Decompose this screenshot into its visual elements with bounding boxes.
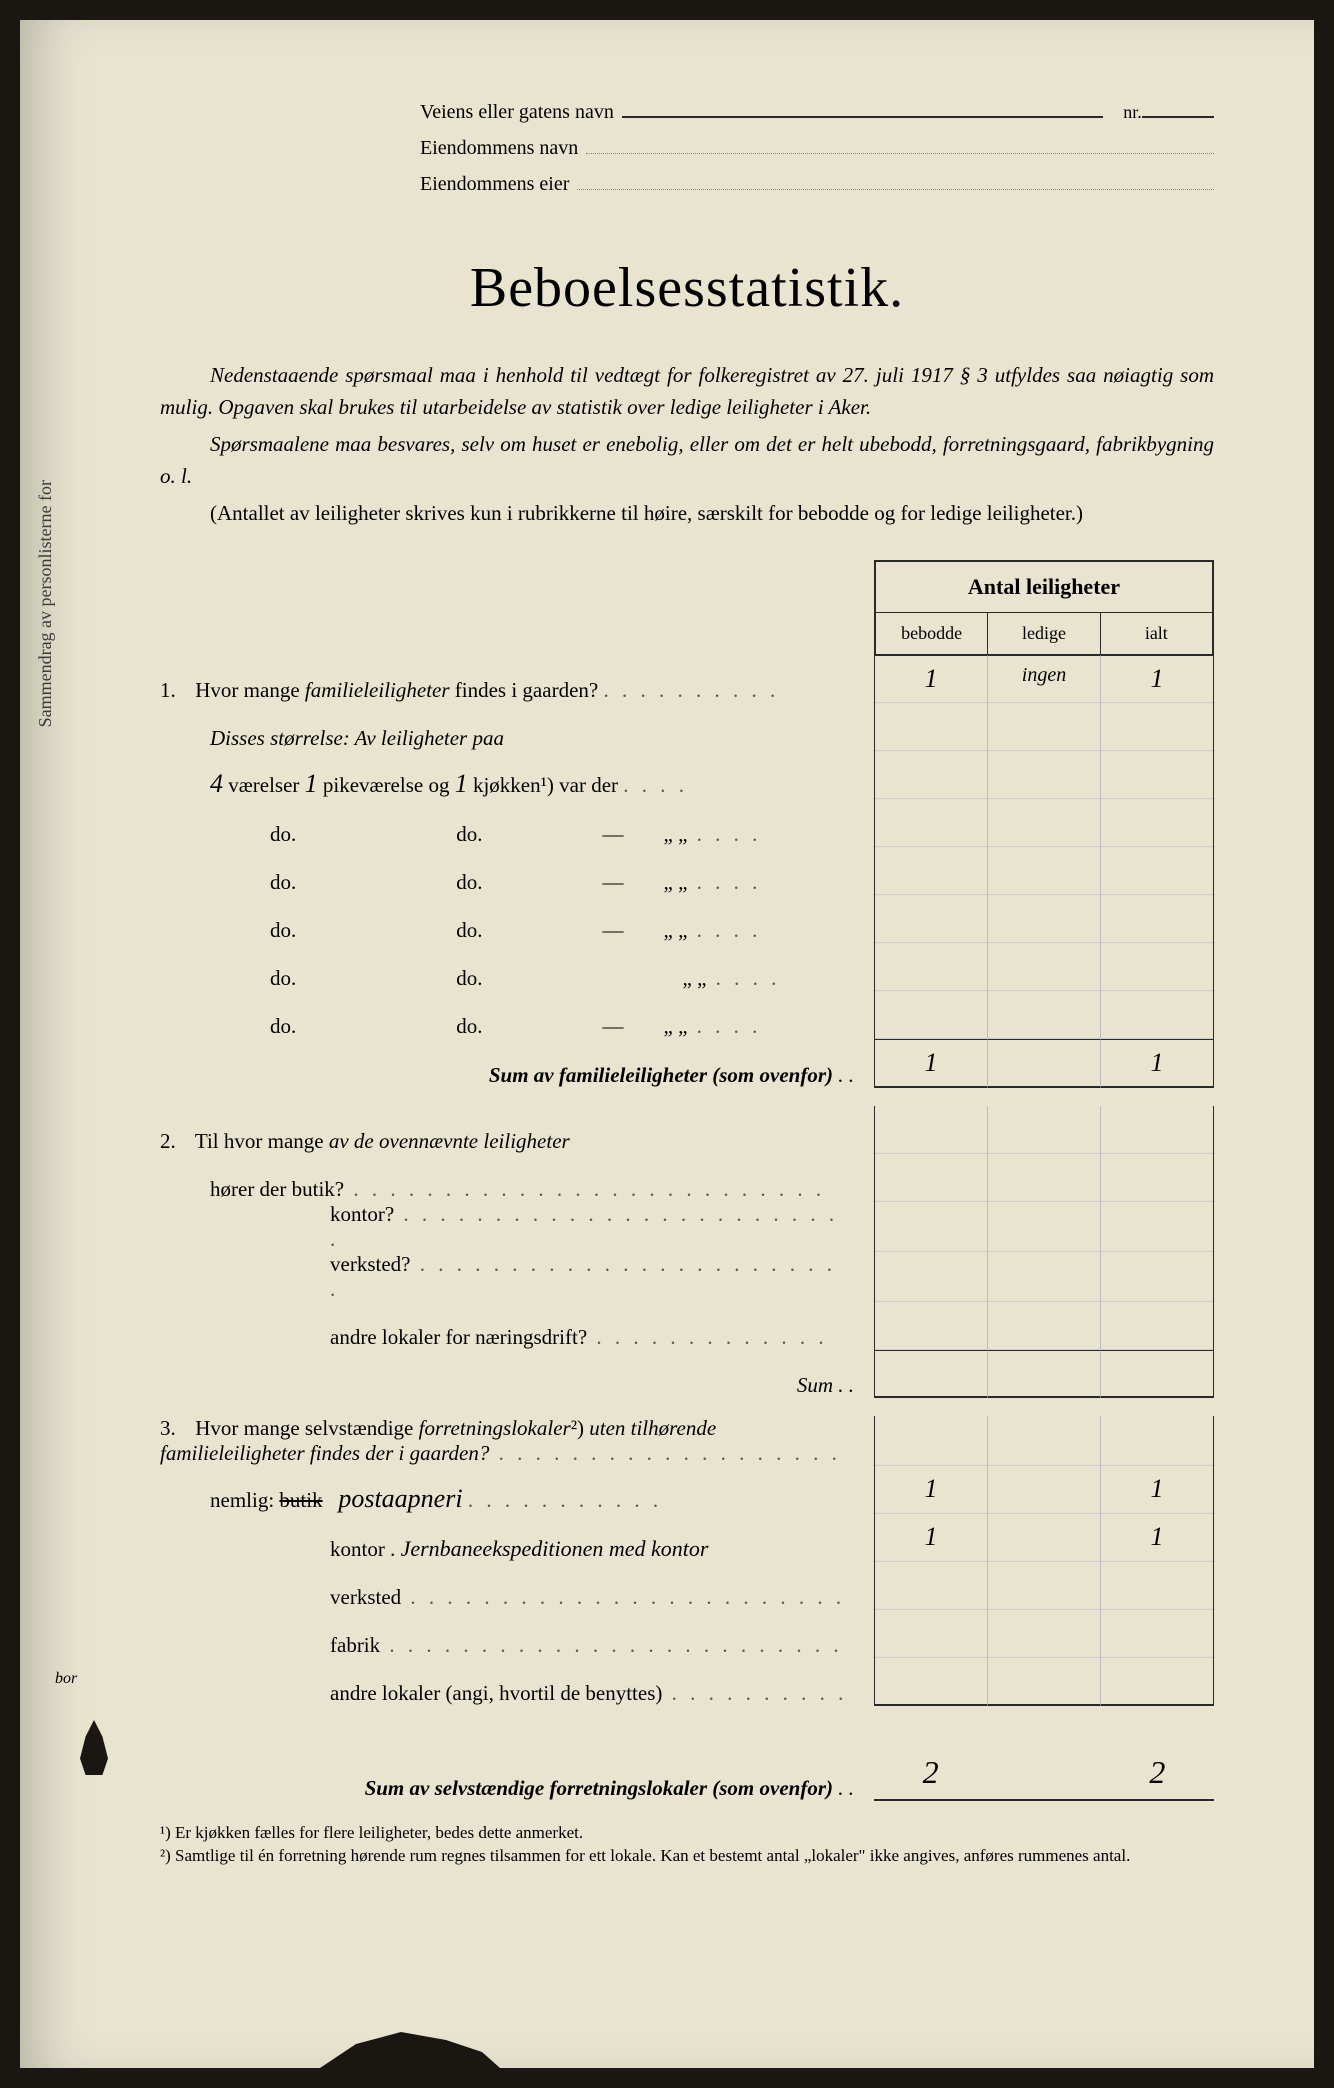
quote-5: „ „ (664, 1014, 688, 1038)
table-header-box: Antal leiligheter bebodde ledige ialt (874, 560, 1214, 655)
q1-ledige: ingen (988, 655, 1101, 703)
do-3b: do. (456, 918, 482, 942)
q2-verksted: verksted? (330, 1252, 410, 1276)
q1-sum-ialt: 1 (1101, 1039, 1213, 1088)
q1-text: Hvor mange familieleiligheter findes i g… (195, 678, 779, 702)
q3-andre: andre lokaler (angi, hvortil de benyttes… (330, 1681, 662, 1705)
intro-p3: (Antallet av leiligheter skrives kun i r… (160, 498, 1214, 530)
header-nr-label: nr. (1123, 102, 1142, 123)
header-owner-label: Eiendommens eier (420, 173, 577, 196)
q2-butik: hører der butik? (210, 1177, 344, 1201)
do-5a: do. (270, 1014, 296, 1038)
do-5b: do. (456, 1014, 482, 1038)
q2-num: 2. (160, 1129, 190, 1154)
q3-kontor-i: 1 (1101, 1514, 1213, 1562)
q1-sum-bebodde: 1 (875, 1039, 988, 1088)
q3-text: Hvor mange selvstændige forretningslokal… (160, 1416, 841, 1465)
q3-sum-b: 2 (874, 1746, 987, 1801)
q3-sum: Sum av selvstændige forretningslokaler (… (365, 1776, 833, 1800)
q3-butik-hand: postaapneri (338, 1484, 462, 1513)
header-owner-line (577, 172, 1214, 190)
col-ialt: ialt (1101, 613, 1212, 654)
col-ledige: ledige (988, 613, 1100, 654)
header-propname-label: Eiendommens navn (420, 137, 586, 160)
header-street-line (622, 100, 1103, 118)
footnote-1: ¹) Er kjøkken fælles for flere leilighet… (160, 1821, 1214, 1845)
quote-1: „ „ (664, 822, 688, 846)
margin-vertical-text: Sammendrag av personlisterne for (35, 480, 56, 727)
q1-kjokken-val: 1 (455, 769, 468, 798)
q3-kontor-b: 1 (875, 1514, 988, 1562)
q3-verksted: verksted (330, 1585, 401, 1609)
q1-vaerelser-val: 4 (210, 769, 223, 798)
q1-pike-val: 1 (305, 769, 318, 798)
q2-text: Til hvor mange av de ovennævnte leilighe… (195, 1129, 570, 1153)
q3-kontor-label: kontor (330, 1537, 385, 1561)
q1-kjokken: kjøkken¹) var der (473, 773, 618, 797)
q1-bebodde: 1 (875, 655, 988, 703)
dash-5: — (603, 1014, 624, 1038)
q3-num: 3. (160, 1416, 190, 1441)
do-2a: do. (270, 870, 296, 894)
do-4a: do. (270, 966, 296, 990)
q1-vaerelser: værelser (228, 773, 299, 797)
quote-2: „ „ (664, 870, 688, 894)
q2-andre: andre lokaler for næringsdrift? (330, 1325, 587, 1349)
do-1b: do. (456, 822, 482, 846)
q3-butik-label: butik (279, 1488, 322, 1512)
torn-edge (320, 2028, 500, 2068)
q2-kontor: kontor? (330, 1202, 394, 1226)
col-bebodde: bebodde (876, 613, 988, 654)
q3-fabrik: fabrik (330, 1633, 380, 1657)
do-2b: do. (456, 870, 482, 894)
intro-p2: Spørsmaalene maa besvares, selv om huset… (160, 432, 1214, 488)
q3-butik-b: 1 (875, 1466, 988, 1514)
intro-text: Nedenstaaende spørsmaal maa i henhold ti… (160, 360, 1214, 530)
dash-3: — (603, 918, 624, 942)
quote-3: „ „ (664, 918, 688, 942)
footnotes: ¹) Er kjøkken fælles for flere leilighet… (160, 1821, 1214, 1869)
quote-4: „ „ (683, 966, 707, 990)
table-header-title: Antal leiligheter (876, 562, 1212, 613)
do-1a: do. (270, 822, 296, 846)
do-3a: do. (270, 918, 296, 942)
q1-sum: Sum av familieleiligheter (som ovenfor) (489, 1063, 833, 1087)
dash-2: — (603, 870, 624, 894)
q1-pike: pikeværelse og (323, 773, 450, 797)
margin-bor: bor (55, 1670, 77, 1688)
dash-1: — (603, 822, 624, 846)
footnote-2: ²) Samtlige til én forretning hørende ru… (160, 1844, 1214, 1868)
q1-num: 1. (160, 678, 190, 703)
q3-sum-i: 2 (1101, 1746, 1214, 1801)
header-street-label: Veiens eller gatens navn (420, 101, 622, 124)
q1-ialt: 1 (1101, 655, 1213, 703)
q3-kontor-hand: Jernbaneekspeditionen med kontor (401, 1536, 709, 1561)
do-4b: do. (456, 966, 482, 990)
intro-p1: Nedenstaaende spørsmaal maa i henhold ti… (160, 363, 1214, 419)
header-block: Veiens eller gatens navn nr. Eiendommens… (420, 100, 1214, 196)
ink-blot (80, 1720, 108, 1775)
document-page: Sammendrag av personlisterne for bor Vei… (20, 20, 1314, 2068)
q3-butik-i: 1 (1101, 1466, 1213, 1514)
header-nr-line (1142, 100, 1214, 118)
q1-sub1: Disses størrelse: Av leiligheter paa (210, 726, 504, 750)
document-title: Beboelsesstatistik. (160, 256, 1214, 320)
q2-sum: Sum (797, 1373, 833, 1397)
q3-nemlig: nemlig: (210, 1488, 274, 1512)
header-propname-line (586, 136, 1214, 154)
